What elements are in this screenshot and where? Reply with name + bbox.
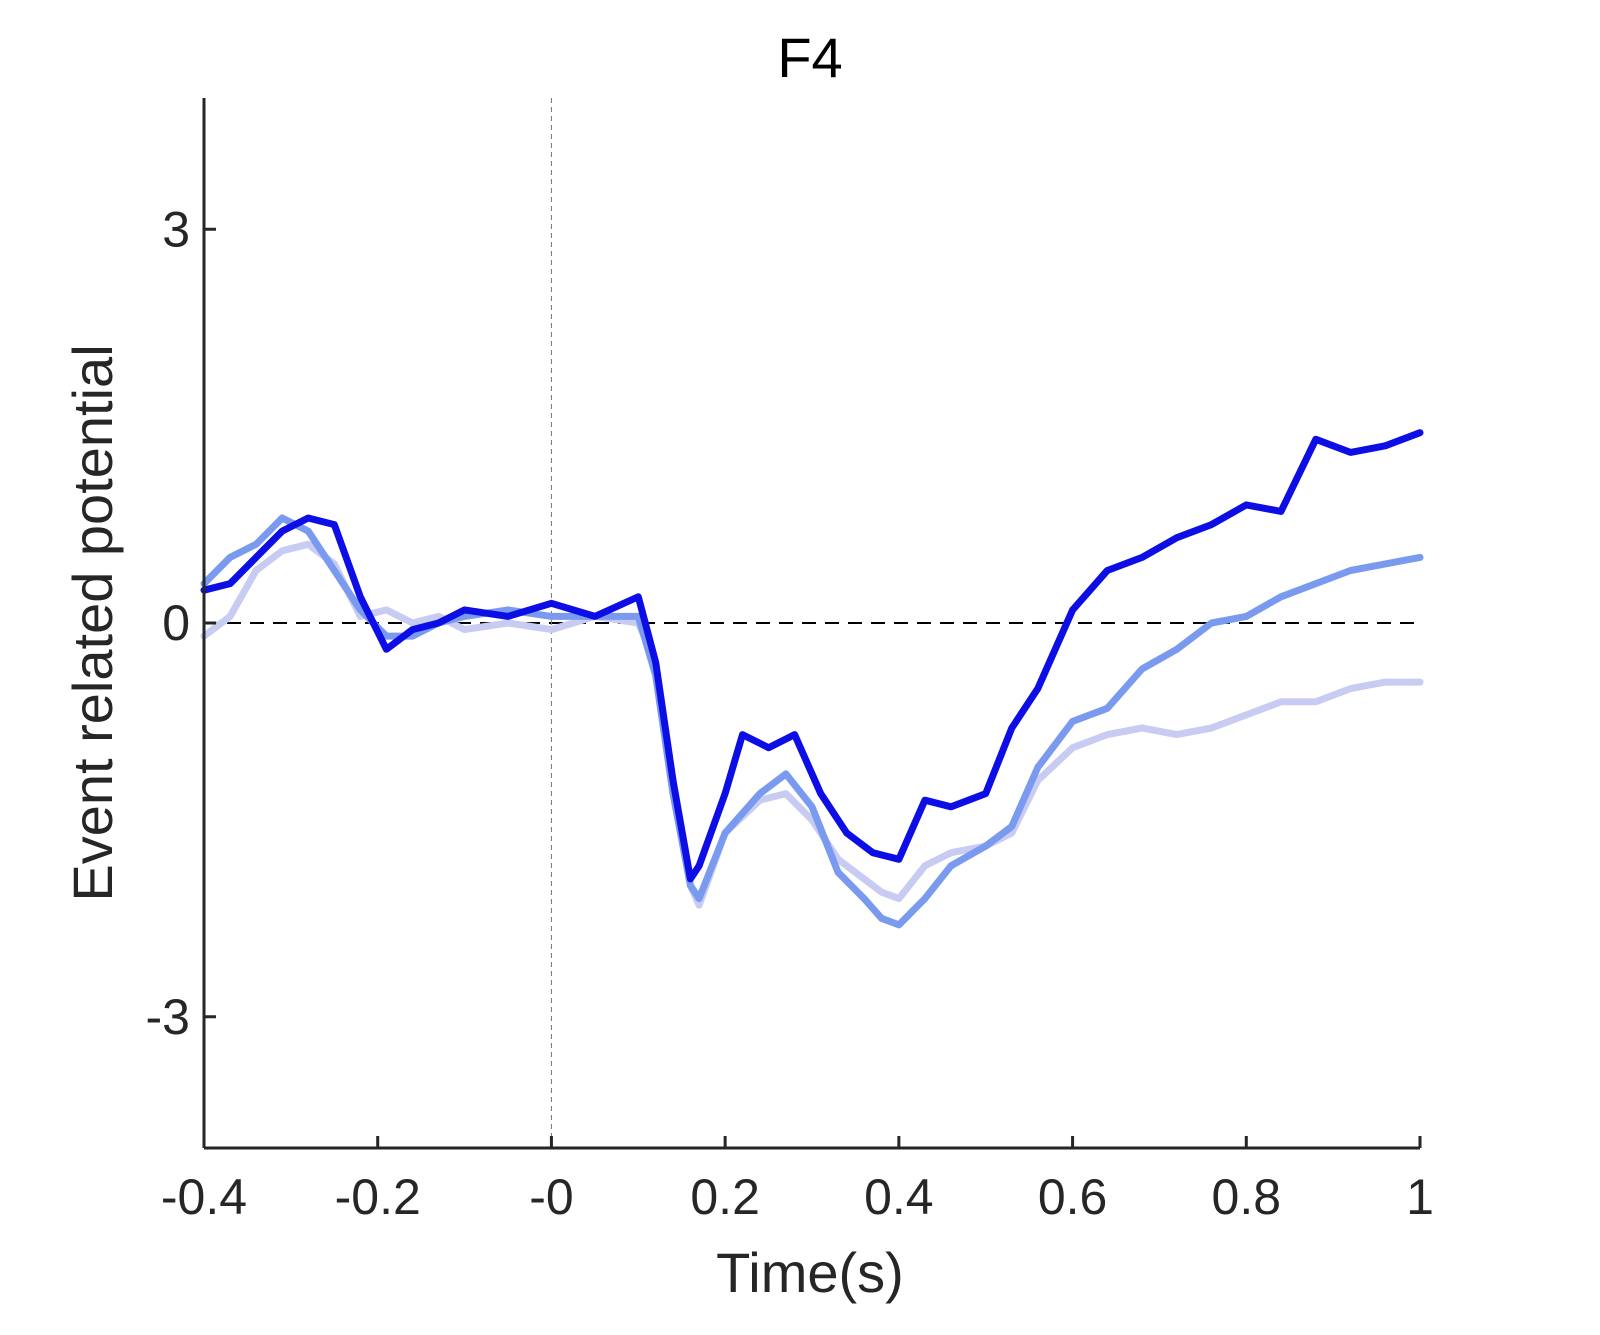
series-line-2 <box>200 514 1424 929</box>
chart-title: F4 <box>777 26 842 89</box>
series-line-3 <box>200 429 1424 883</box>
reference-lines <box>204 98 1420 1148</box>
x-tick-label: -0.2 <box>335 1169 421 1225</box>
y-ticks: -3 0 3 <box>146 201 216 1045</box>
x-tick-label: 0.4 <box>864 1169 934 1225</box>
y-tick-label: 0 <box>162 595 190 651</box>
y-tick-label: -3 <box>146 989 190 1045</box>
y-tick-label: 3 <box>162 201 190 257</box>
series-layer <box>200 429 1424 929</box>
x-tick-label: 0.2 <box>690 1169 760 1225</box>
x-tick-label: 1 <box>1406 1169 1434 1225</box>
x-tick-label: -0.4 <box>161 1169 247 1225</box>
x-tick-label: 0.6 <box>1038 1169 1108 1225</box>
x-axis-label: Time(s) <box>716 1241 904 1304</box>
x-tick-label: -0 <box>529 1169 573 1225</box>
x-tick-label: 0.8 <box>1212 1169 1282 1225</box>
y-axis-label: Event related potential <box>61 344 124 901</box>
x-ticks: -0.4 -0.2 -0 0.2 0.4 0.6 0.8 1 <box>161 1136 1434 1225</box>
series-line-1 <box>200 540 1424 909</box>
